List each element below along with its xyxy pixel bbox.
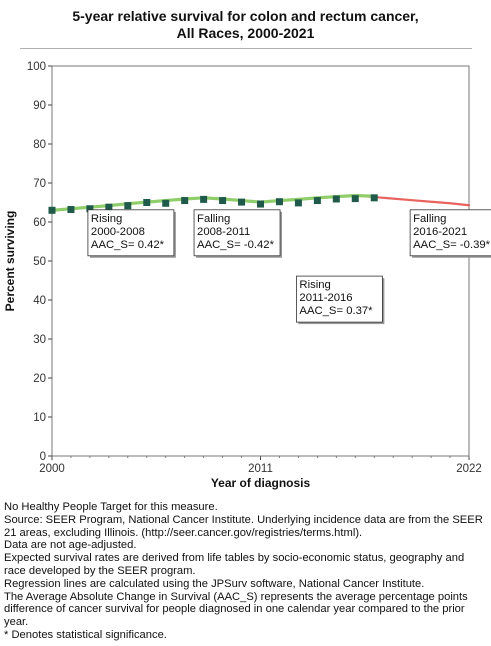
footnote-2: Source: SEER Program, National Cancer In… [4, 513, 483, 539]
plot-frame [51, 65, 470, 457]
footnote-6: The Average Absolute Change in Survival … [4, 590, 468, 629]
annotation-text: AAC_S= -0.42* [197, 239, 275, 251]
data-point [124, 202, 132, 210]
y-tick-label: 70 [33, 178, 46, 190]
data-point [257, 200, 264, 208]
data-point [143, 199, 151, 206]
footnote-3: Data are not age-adjusted. [4, 539, 137, 552]
y-tick-label: 10 [33, 412, 46, 424]
annotation-text: Falling [197, 213, 230, 225]
survival-chart: 0 10 20 30 40 50 60 70 80 90 100 2000 2011 2022 Year o… [3, 61, 491, 490]
data-point [370, 194, 378, 202]
y-axis-label: Percent surviving [3, 211, 17, 312]
data-point [162, 199, 170, 207]
footnotes: No Healthy People Target for this measur… [4, 501, 489, 642]
x-axis-label: Year of diagnosis [211, 476, 311, 490]
annotation-text: Falling [413, 213, 446, 225]
data-point [181, 197, 189, 205]
annotation-text: 2011-2016 [299, 292, 352, 304]
annotation-frame [87, 209, 175, 257]
data-point [219, 197, 227, 205]
x-tick-label: 2000 [39, 463, 65, 475]
chart-title-line-1: 5-year relative survival for colon and r… [72, 8, 419, 24]
y-tick-label: 20 [33, 373, 46, 385]
annotation-text: 2016-2021 [413, 226, 467, 238]
y-tick-label: 50 [33, 256, 46, 268]
annotation-frame [193, 209, 281, 257]
data-point [86, 205, 94, 213]
y-tick-label: 90 [33, 100, 46, 112]
y-tick-label: 80 [33, 139, 46, 151]
data-point [313, 197, 321, 205]
data-point [105, 203, 113, 211]
annotation-text: Rising [91, 213, 122, 225]
title-divider [20, 48, 472, 49]
footnote-4: Expected survival rates are derived from… [4, 552, 465, 577]
annotation-frame [296, 275, 383, 323]
data-point [332, 195, 340, 203]
annotation-text: 2008-2011 [197, 226, 250, 238]
y-tick-label: 0 [40, 451, 46, 463]
annotation-text: 2000-2008 [91, 226, 145, 238]
y-tick-label: 30 [33, 334, 46, 346]
data-point [200, 195, 208, 203]
y-tick-label: 100 [27, 61, 46, 73]
footnote-5: Regression lines are calculated using th… [4, 577, 425, 590]
x-tick-label: 2022 [456, 463, 482, 475]
footnote-7: * Denotes statistical significance. [4, 628, 167, 641]
annotation-frame [409, 209, 491, 257]
y-tick-label: 60 [33, 217, 46, 229]
data-point [351, 195, 359, 203]
annotation-text: Rising [299, 279, 330, 291]
annotation-text: AAC_S= -0.39* [413, 239, 491, 251]
data-point [238, 198, 246, 206]
x-tick-label: 2011 [248, 463, 273, 475]
y-tick-label: 40 [33, 295, 46, 307]
chart-title-line-2: All Races, 2000-2021 [176, 25, 315, 41]
data-point [48, 206, 56, 214]
annotation-text: AAC_S= 0.42* [91, 239, 165, 251]
footnote-1: No Healthy People Target for this measur… [4, 501, 218, 513]
data-point [275, 198, 283, 206]
chart-title: 5-year relative survival for colon and r… [0, 8, 491, 42]
data-point [294, 199, 302, 207]
data-point [67, 206, 75, 214]
annotation-text: AAC_S= 0.37* [299, 305, 373, 317]
